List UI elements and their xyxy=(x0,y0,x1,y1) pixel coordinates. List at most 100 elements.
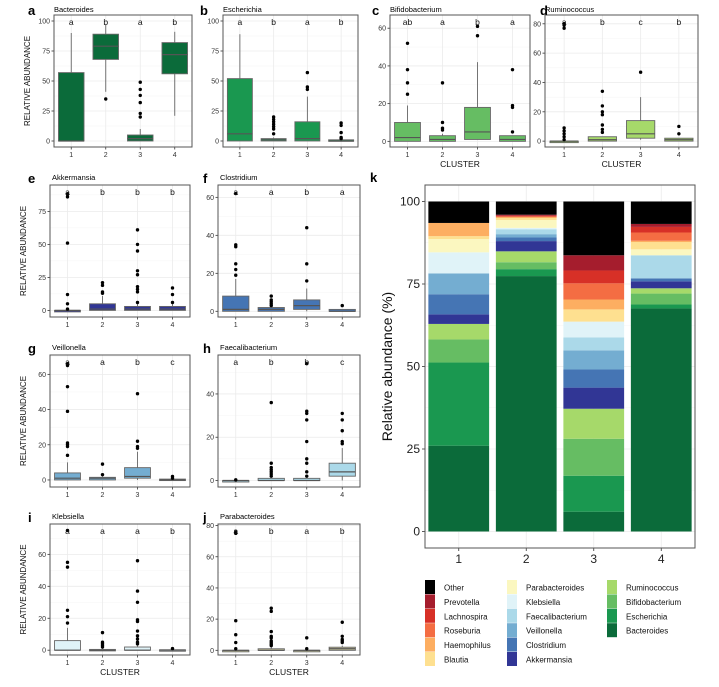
outlier-point xyxy=(269,461,273,465)
panel-letter: d xyxy=(540,3,548,18)
legend-label: Escherichia xyxy=(626,612,668,621)
bar-segment-parabacteroides-cluster-2 xyxy=(495,219,557,228)
box-cluster-4 xyxy=(499,135,526,142)
y-axis-title: RELATIVE ABUNDANCE xyxy=(19,206,28,296)
outlier-point xyxy=(562,132,566,136)
plot-border xyxy=(217,354,361,488)
box-cluster-1 xyxy=(54,640,81,651)
y-tick-label: 40 xyxy=(38,584,46,591)
outlier-point xyxy=(170,474,175,479)
outlier-point xyxy=(135,600,140,604)
bar-segment-prevotella-cluster-4 xyxy=(630,223,692,227)
outlier-point xyxy=(305,647,309,651)
outlier-point xyxy=(65,195,70,199)
significance-letter: a xyxy=(65,526,70,536)
x-tick-label: 1 xyxy=(66,322,70,329)
x-tick-label: 4 xyxy=(173,152,177,159)
bar-segment-bifidobacterium-cluster-4 xyxy=(630,293,692,305)
outlier-point xyxy=(340,620,344,624)
box-cluster-2 xyxy=(89,303,116,311)
y-tick-label: 50 xyxy=(38,242,46,249)
box-cluster-3 xyxy=(294,121,321,142)
outlier-point xyxy=(135,287,140,291)
x-tick-label: 4 xyxy=(511,152,515,159)
legend-label: Haemophilus xyxy=(444,641,491,650)
outlier-point xyxy=(405,92,410,96)
outlier-point xyxy=(234,267,238,272)
plot-background xyxy=(50,355,190,487)
x-tick-label: 1 xyxy=(69,152,73,159)
outlier-point xyxy=(234,478,238,482)
panel-title: Klebsiella xyxy=(52,512,85,521)
outlier-point xyxy=(138,93,142,98)
bar-segment-veillonella-cluster-2 xyxy=(495,234,557,238)
significance-letter: b xyxy=(600,17,605,27)
outlier-point xyxy=(138,100,142,105)
outlier-point xyxy=(339,130,343,135)
bar-segment-bacteroides-cluster-4 xyxy=(630,308,692,532)
x-tick-label: 3 xyxy=(639,152,643,159)
outlier-point xyxy=(138,87,142,92)
x-axis-title: CLUSTER xyxy=(100,667,140,677)
legend-swatch xyxy=(507,608,517,623)
significance-letter: b xyxy=(170,526,175,536)
y-tick-label: 60 xyxy=(38,552,46,559)
y-tick-label: 60 xyxy=(206,554,214,561)
bar-segment-escherichia-cluster-3 xyxy=(563,475,625,512)
outlier-point xyxy=(562,137,566,142)
outlier-point xyxy=(65,560,70,565)
bar-segment-blautia-cluster-3 xyxy=(563,309,625,322)
panel-letter: i xyxy=(28,510,32,525)
outlier-point xyxy=(65,409,70,414)
outlier-point xyxy=(340,634,344,638)
legend-swatch xyxy=(425,580,435,594)
x-tick-label: 2 xyxy=(101,660,105,667)
significance-letter: ab xyxy=(403,17,413,27)
plot-border xyxy=(544,14,699,148)
y-tick-label: 20 xyxy=(206,435,214,442)
x-tick-label: 1 xyxy=(406,152,410,159)
outlier-point xyxy=(600,110,605,114)
y-tick-label: 60 xyxy=(378,26,386,33)
outlier-point xyxy=(340,418,344,422)
x-tick-label: 3 xyxy=(476,152,480,159)
bar-segment-escherichia-cluster-2 xyxy=(495,269,557,277)
outlier-point xyxy=(135,273,140,277)
box-cluster-1 xyxy=(226,78,253,142)
outlier-point xyxy=(600,130,605,135)
bar-segment-roseburia-cluster-2 xyxy=(495,216,557,218)
panel-title: Bacteroides xyxy=(54,5,94,14)
x-tick-label: 4 xyxy=(340,660,344,667)
box-cluster-3 xyxy=(293,299,321,310)
x-axis-title: CLUSTER xyxy=(269,667,309,677)
significance-letter: c xyxy=(170,357,175,367)
x-tick-label: 4 xyxy=(677,152,681,159)
bar-segment-faecalibacterium-cluster-2 xyxy=(495,229,557,235)
outlier-point xyxy=(271,115,276,119)
outlier-point xyxy=(305,409,309,413)
plot-border xyxy=(389,14,531,148)
significance-letter: a xyxy=(100,357,105,367)
outlier-point xyxy=(405,41,410,45)
bar-segment-haemophilus-cluster-1 xyxy=(428,222,490,237)
outlier-point xyxy=(269,609,273,614)
legend-swatch xyxy=(507,637,517,652)
plot-border xyxy=(53,14,193,148)
y-tick-label: 0 xyxy=(46,139,50,146)
outlier-point xyxy=(234,647,238,651)
outlier-point xyxy=(440,120,445,125)
outlier-point xyxy=(138,80,142,84)
plot-border xyxy=(217,184,361,318)
y-tick-label: 20 xyxy=(378,101,386,108)
outlier-point xyxy=(100,472,105,477)
outlier-point xyxy=(135,444,140,449)
outlier-point xyxy=(269,634,273,638)
outlier-point xyxy=(562,135,566,139)
bar-segment-bifidobacterium-cluster-3 xyxy=(563,438,625,476)
legend-label: Lachnospira xyxy=(444,612,488,621)
outlier-point xyxy=(100,280,105,285)
